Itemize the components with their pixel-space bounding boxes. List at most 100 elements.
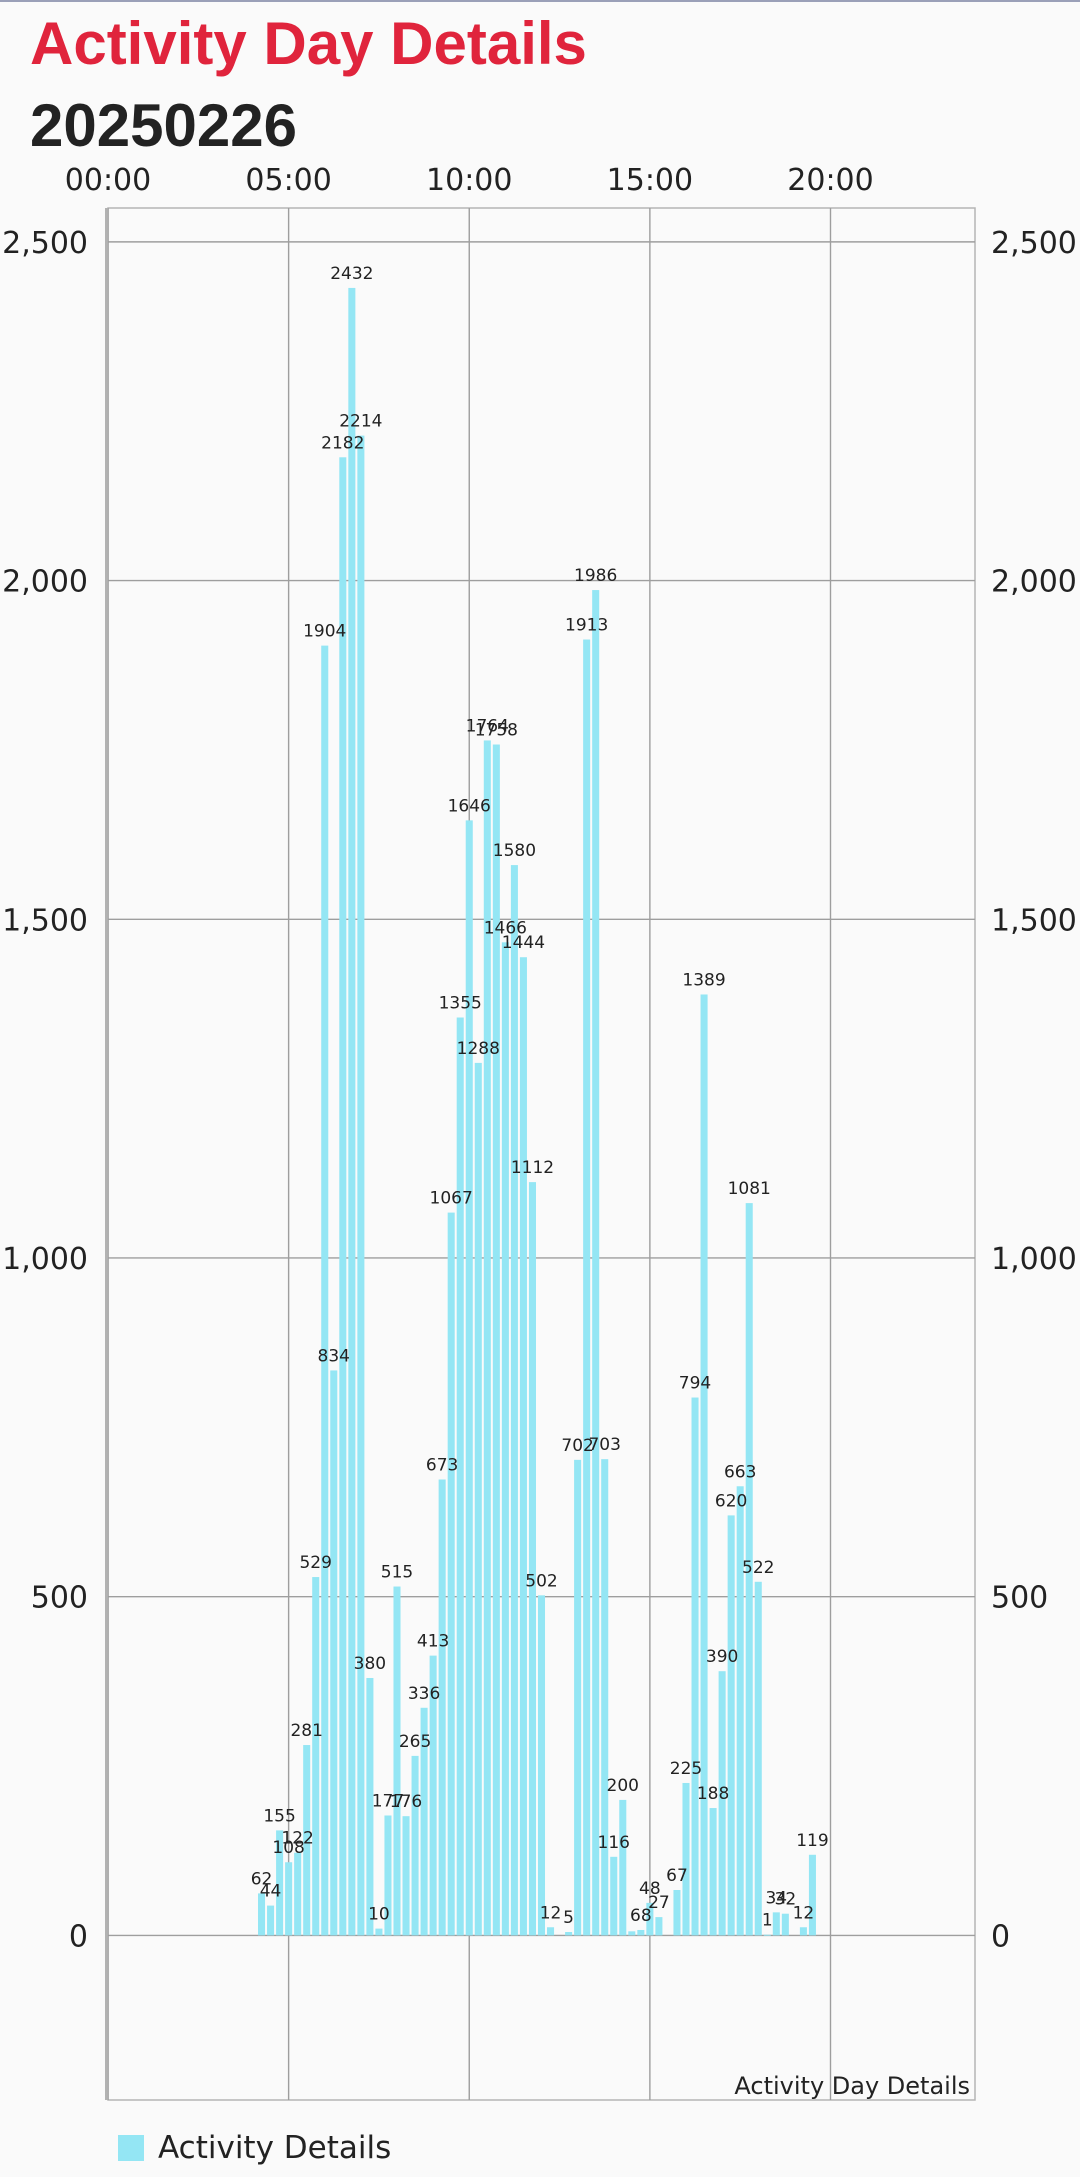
y-tick-label-left: 1,000 [2, 1242, 88, 1277]
bar-value-label: 2214 [339, 412, 382, 432]
bar [537, 1595, 546, 1936]
page-title: Activity Day Details [30, 10, 587, 77]
bar [736, 1486, 744, 1936]
bar [375, 1928, 383, 1936]
bar [510, 865, 518, 1936]
bar-value-label: 1758 [475, 721, 518, 741]
bar [384, 1815, 392, 1936]
bar-value-label: 1580 [493, 841, 536, 861]
bar [411, 1755, 419, 1936]
bar-value-label: 44 [260, 1882, 282, 1902]
bar [420, 1707, 428, 1936]
bar [646, 1902, 654, 1936]
bar [565, 1932, 573, 1936]
bar [276, 1830, 284, 1936]
bar [492, 744, 500, 1936]
bar-value-label: 67 [666, 1866, 688, 1886]
bar [709, 1808, 717, 1936]
bar-value-label: 2432 [330, 264, 373, 284]
bar [610, 1856, 618, 1936]
bar [583, 639, 591, 1936]
bar-value-label: 27 [648, 1893, 670, 1913]
bar [312, 1577, 320, 1936]
bar [745, 1203, 753, 1936]
bar [501, 942, 509, 1936]
legend-label: Activity Details [158, 2130, 392, 2166]
y-tick-label-left: 1,500 [2, 903, 88, 938]
bar-value-label: 703 [588, 1435, 620, 1455]
bar [474, 1062, 482, 1936]
bar-value-label: 119 [796, 1831, 828, 1851]
bar-value-label: 2182 [321, 433, 364, 453]
bar [727, 1515, 735, 1936]
bar [357, 435, 365, 1936]
bar-value-label: 188 [697, 1784, 729, 1804]
bar-value-label: 176 [390, 1792, 422, 1812]
y-tick-label-right: 2,500 [991, 226, 1077, 261]
bar [402, 1816, 410, 1936]
bar-value-label: 515 [381, 1563, 413, 1583]
bar-value-label: 522 [742, 1558, 774, 1578]
bar [691, 1397, 699, 1936]
bar [483, 740, 491, 1936]
bar [682, 1782, 690, 1936]
bar-value-label: 225 [670, 1759, 702, 1779]
bar-value-label: 122 [281, 1829, 313, 1849]
bar-value-label: 265 [399, 1732, 431, 1752]
bar-value-label: 1389 [682, 970, 725, 990]
y-tick-label-right: 1,500 [991, 903, 1077, 938]
bar [574, 1459, 582, 1936]
bar-value-label: 380 [354, 1654, 386, 1674]
bar-value-label: 281 [290, 1721, 322, 1741]
date-label: 20250226 [30, 92, 297, 159]
bar [348, 287, 356, 1936]
bar-value-label: 1 [762, 1911, 773, 1931]
bar [321, 645, 329, 1936]
bar-value-label: 1466 [484, 918, 527, 938]
x-tick-label: 00:00 [65, 163, 151, 198]
bar [258, 1893, 266, 1936]
chart-legend: Activity Details [118, 2128, 391, 2168]
bar [718, 1671, 726, 1936]
bar-value-label: 1904 [303, 622, 346, 642]
bar [285, 1862, 293, 1936]
bar-value-label: 68 [630, 1906, 652, 1926]
bar [754, 1581, 762, 1936]
bar [592, 590, 600, 1936]
bar [456, 1017, 464, 1936]
bar-value-label: 663 [724, 1462, 756, 1482]
bar [528, 1182, 536, 1936]
bar-value-label: 673 [426, 1455, 458, 1475]
bar [763, 1934, 771, 1936]
bar-value-label: 177 [372, 1791, 404, 1811]
bar-value-label: 12 [540, 1903, 562, 1923]
bar-value-label: 1646 [448, 796, 491, 816]
bar [619, 1799, 627, 1936]
x-tick-label: 20:00 [787, 163, 873, 198]
bar-value-label: 794 [679, 1374, 711, 1394]
bar-value-label: 1444 [502, 933, 545, 953]
bar-value-label: 200 [607, 1776, 639, 1796]
bar-value-label: 502 [525, 1571, 557, 1591]
bar [429, 1655, 437, 1936]
bar [808, 1854, 816, 1936]
chart-description: Activity Day Details [734, 2072, 970, 2100]
bar [294, 1852, 302, 1936]
bar-value-label: 116 [598, 1833, 630, 1853]
bar-value-label: 1355 [439, 994, 482, 1014]
bar-value-label: 155 [263, 1806, 295, 1826]
bar [601, 1459, 609, 1936]
x-tick-label: 15:00 [607, 163, 693, 198]
bar [303, 1745, 311, 1936]
bar-value-label: 10 [368, 1905, 390, 1925]
y-tick-label-left: 500 [31, 1581, 88, 1616]
bar-value-label: 620 [715, 1491, 747, 1511]
top-divider [0, 0, 1080, 2]
bar [673, 1890, 681, 1936]
y-tick-label-right: 500 [991, 1581, 1048, 1616]
bar [637, 1929, 645, 1936]
bar [799, 1927, 807, 1936]
bar [438, 1479, 446, 1936]
bar-value-label: 1986 [574, 566, 617, 586]
y-tick-label-right: 1,000 [991, 1242, 1077, 1277]
